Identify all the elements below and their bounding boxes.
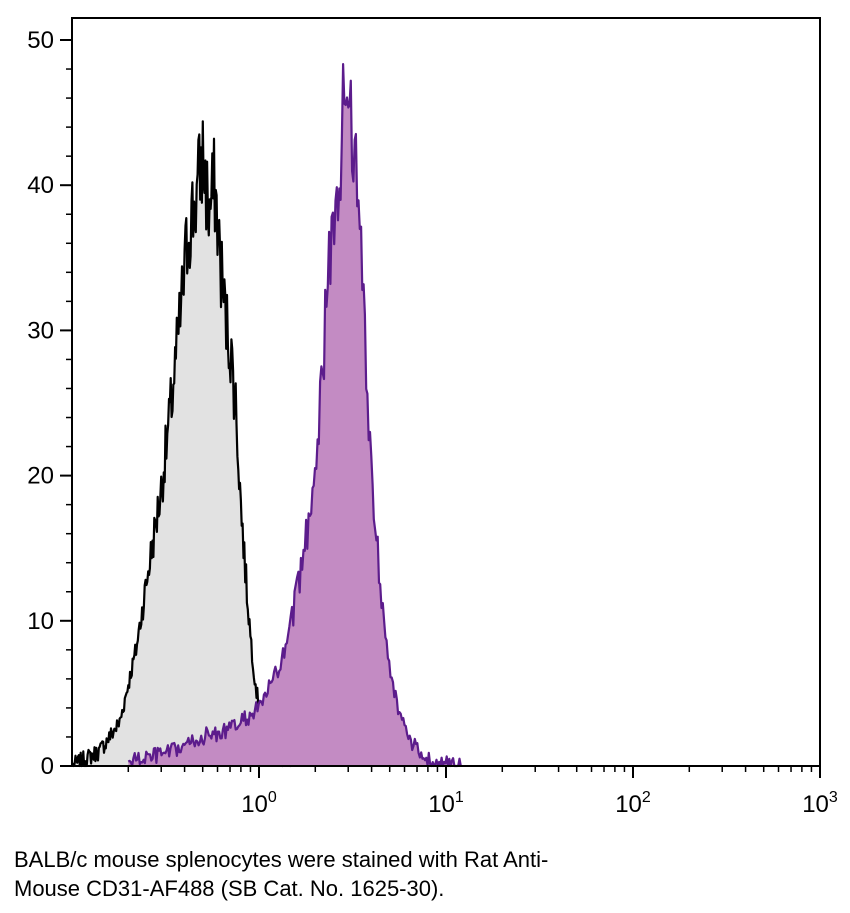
- y-tick-label-30: 30: [27, 317, 54, 344]
- series-2-area: [128, 64, 461, 767]
- x-tick-label-100: 102: [615, 789, 651, 818]
- axis-minor-ticks: [66, 68, 813, 772]
- caption-line-1: BALB/c mouse splenocytes were stained wi…: [14, 847, 549, 872]
- x-tick-label-1000: 103: [802, 789, 838, 818]
- x-axis-ticks: 100 101 102 103: [241, 766, 838, 818]
- x-tick-label-1: 100: [241, 789, 277, 818]
- histogram-series-group: [70, 62, 462, 768]
- x-tick-label-10: 101: [428, 789, 464, 818]
- y-tick-label-20: 20: [27, 463, 54, 490]
- series-2-line: [127, 62, 462, 768]
- y-axis-ticks: 0 10 20 30 40 50: [27, 27, 72, 780]
- figure-caption: BALB/c mouse splenocytes were stained wi…: [14, 845, 834, 903]
- histogram-chart: 0 10 20 30 40 50 100 101 102 103: [27, 17, 838, 818]
- caption-line-2: Mouse CD31-AF488 (SB Cat. No. 1625-30).: [14, 876, 445, 901]
- y-tick-label-0: 0: [41, 753, 54, 780]
- y-tick-label-10: 10: [27, 608, 54, 635]
- y-tick-label-40: 40: [27, 172, 54, 199]
- series-1-area: [72, 121, 298, 767]
- y-tick-label-50: 50: [27, 27, 54, 54]
